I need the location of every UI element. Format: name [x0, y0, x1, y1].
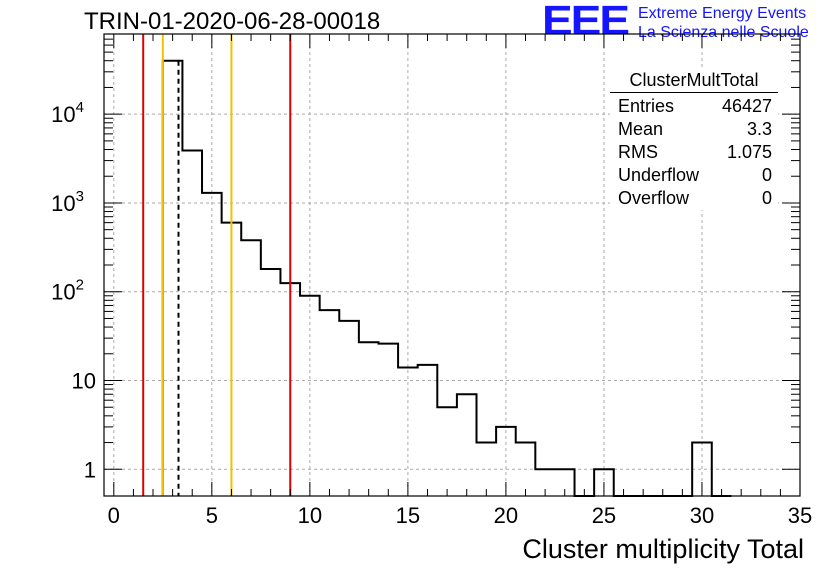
eee-logo: EEE Extreme Energy Events La Scienza nel… [540, 0, 830, 48]
x-axis: 0 5 10 15 20 25 30 35 [108, 34, 812, 528]
stats-row-overflow: Overflow 0 [610, 187, 778, 210]
stats-box: ClusterMultTotal Entries 46427 Mean 3.3 … [610, 70, 778, 210]
histogram-bin [359, 342, 379, 496]
x-tick-label: 30 [690, 503, 714, 528]
stats-value: 0 [761, 188, 772, 208]
x-tick-label: 35 [788, 503, 812, 528]
stats-title: ClusterMultTotal [610, 70, 778, 93]
stats-label: Overflow [618, 188, 690, 208]
y-tick-label: 10 [72, 369, 96, 394]
stats-row-underflow: Underflow 0 [610, 164, 778, 187]
histogram-bin [339, 321, 359, 496]
logo-line-1: Extreme Energy Events [638, 5, 807, 22]
histogram-bin [418, 365, 438, 496]
y-axis: 1 10 102 103 104 [51, 33, 800, 482]
stats-label: Entries [618, 96, 675, 116]
stats-row-entries: Entries 46427 [610, 95, 778, 118]
x-tick-label: 20 [494, 503, 518, 528]
y-tick-label: 1 [84, 457, 96, 482]
logo-mark: EEE [542, 0, 630, 44]
x-axis-label: Cluster multiplicity Total [522, 534, 804, 564]
histogram-bin [241, 240, 261, 496]
histogram-bin [378, 344, 398, 496]
marker-lines [142, 34, 292, 496]
logo-line-2: La Scienza nelle Scuole [638, 24, 809, 41]
histogram-bin [320, 310, 340, 496]
stats-row-rms: RMS 1.075 [610, 141, 778, 164]
stats-value: 46427 [721, 96, 772, 116]
x-tick-label: 0 [108, 503, 120, 528]
stats-label: Underflow [618, 165, 700, 185]
stats-label: RMS [618, 142, 658, 162]
x-tick-label: 15 [396, 503, 420, 528]
histogram-bars [161, 59, 732, 497]
x-tick-label: 25 [592, 503, 616, 528]
stats-value: 1.075 [726, 142, 772, 162]
stats-row-mean: Mean 3.3 [610, 118, 778, 141]
stats-label: Mean [618, 119, 664, 139]
x-tick-label: 10 [298, 503, 322, 528]
grid [104, 34, 800, 496]
histogram-bin [457, 394, 477, 496]
plot-title: TRIN-01-2020-06-28-00018 [84, 8, 381, 35]
histogram-bin [437, 407, 457, 496]
stats-value: 0 [761, 165, 772, 185]
x-tick-label: 5 [206, 503, 218, 528]
histogram-bin [477, 443, 497, 496]
y-tick-label: 102 [51, 277, 84, 305]
y-tick-label: 104 [51, 99, 84, 127]
histogram-outline [161, 59, 732, 497]
stats-value: 3.3 [746, 119, 772, 139]
histogram-bin [182, 150, 202, 496]
histogram-bin [261, 269, 281, 496]
y-tick-label: 103 [51, 188, 84, 216]
